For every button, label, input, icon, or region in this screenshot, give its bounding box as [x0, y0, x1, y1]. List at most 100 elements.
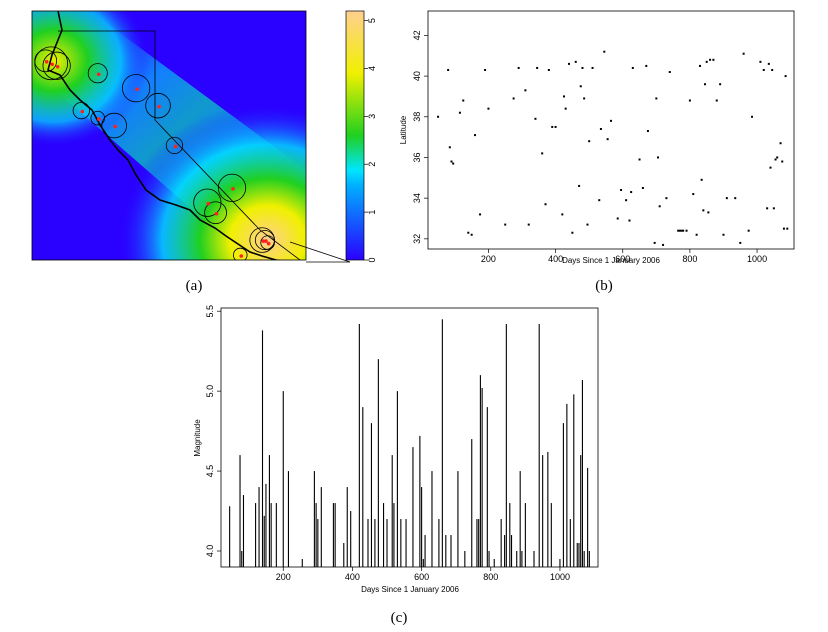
scatter-point — [452, 162, 455, 165]
magnitude-frame — [220, 307, 599, 568]
earthquake-circle — [260, 235, 275, 250]
scatter-point — [658, 205, 661, 208]
earthquake-dots — [44, 60, 271, 258]
magnitude-panel: 200 400 600 800 1000 4.0 4.5 5.0 5.5 Days Since… — [193, 305, 599, 594]
scatter-point — [722, 233, 725, 236]
scatter-point — [704, 83, 707, 86]
earthquake-circle — [165, 136, 184, 155]
scatter-point — [719, 83, 722, 86]
scatter-point — [784, 75, 787, 78]
scatter-point — [462, 99, 465, 102]
colorbar-ticks: 0 1 2 3 4 5 — [364, 18, 377, 263]
magnitude-x-ticks: 200 400 600 800 1000 — [276, 567, 570, 582]
scatter-point — [678, 229, 681, 232]
scatter-point — [709, 58, 712, 61]
earthquake-circle — [72, 101, 90, 120]
scatter-point — [583, 97, 586, 100]
scatter-x-ticks: 200 400 600 800 1000 — [481, 249, 767, 264]
y-tick-label: 32 — [412, 234, 422, 244]
scatter-point — [517, 66, 520, 69]
magnitude-spikes — [229, 319, 590, 567]
x-tick-label: 400 — [548, 254, 563, 264]
coastline — [47, 11, 282, 260]
scatter-point — [734, 197, 737, 200]
scatter-point — [504, 223, 507, 226]
x-tick-label: 1000 — [550, 572, 570, 582]
scatter-point — [702, 209, 705, 212]
scatter-point — [474, 134, 477, 137]
earthquake-dot — [50, 62, 54, 67]
x-tick-label: 600 — [615, 254, 630, 264]
y-tick-label: 4.5 — [205, 465, 215, 478]
scatter-point — [680, 229, 683, 232]
earthquake-dot — [157, 104, 161, 109]
x-tick-label: 200 — [481, 254, 496, 264]
scatter-point — [692, 193, 695, 196]
earthquake-dot — [231, 186, 235, 191]
scatter-point — [747, 229, 750, 232]
scatter-point — [625, 199, 628, 202]
scatter-point — [448, 146, 451, 149]
earthquake-dot — [80, 109, 85, 114]
earthquake-dot — [96, 72, 101, 77]
x-tick-label: 800 — [682, 254, 697, 264]
scatter-point — [571, 231, 574, 234]
earthquake-dot — [96, 117, 101, 121]
caption-b: (b) — [595, 278, 613, 294]
scatter-point — [561, 213, 564, 216]
scatter-point — [591, 66, 594, 69]
earthquake-circle — [90, 110, 106, 126]
scatter-point — [568, 62, 571, 65]
scatter-point — [655, 97, 658, 100]
scatter-point — [447, 68, 450, 71]
scatter-point — [782, 227, 785, 230]
y-tick-label: 4.0 — [205, 545, 215, 558]
scatter-point — [541, 152, 544, 155]
scatter-point — [739, 241, 742, 244]
scatter-point — [776, 156, 779, 159]
earthquake-dot — [264, 239, 268, 243]
scatter-point — [610, 119, 612, 122]
scatter-point — [527, 223, 530, 226]
scatter-point — [603, 50, 606, 53]
earthquake-dot — [214, 211, 219, 216]
magnitude-y-ticks: 4.0 4.5 5.0 5.5 — [205, 305, 221, 557]
scatter-point — [512, 97, 515, 100]
scatter-point — [581, 66, 584, 69]
scatter-point — [598, 199, 601, 202]
y-tick-label: 5.5 — [205, 305, 215, 318]
scatter-point — [762, 68, 765, 71]
magnitude-y-label: Magnitude — [193, 419, 202, 457]
x-tick-label: 200 — [276, 572, 291, 582]
scatter-point — [628, 219, 631, 222]
scatter-point — [599, 127, 602, 130]
y-tick-label: 40 — [412, 71, 422, 81]
scatter-point — [484, 68, 487, 71]
caption-a: (a) — [186, 278, 203, 294]
scatter-y-label: Latitude — [399, 115, 408, 144]
earthquake-dot — [266, 241, 271, 246]
y-tick-label: 5.0 — [205, 385, 215, 398]
earthquake-circle — [254, 230, 275, 251]
caption-c: (c) — [391, 610, 408, 626]
scatter-point — [646, 130, 649, 133]
scatter-point — [771, 68, 774, 71]
y-tick-label: 34 — [412, 193, 422, 203]
heatmap-surface — [32, 11, 306, 260]
colorbar-tick-label: 3 — [367, 114, 377, 119]
colorbar-tick-label: 1 — [367, 210, 377, 215]
earthquake-circle — [232, 247, 248, 260]
earthquake-circle — [204, 201, 227, 225]
scatter-point — [579, 85, 582, 88]
x-tick-label: 400 — [345, 572, 360, 582]
earthquake-circle — [217, 173, 247, 202]
scatter-point — [551, 125, 554, 128]
scatter-point — [479, 213, 482, 216]
scatter-point — [705, 60, 708, 63]
scatter-point — [638, 158, 641, 161]
scatter-point — [751, 115, 754, 118]
scatter-point — [707, 211, 710, 214]
scatter-point — [769, 166, 772, 169]
scatter-point — [677, 229, 680, 232]
scatter-point — [725, 197, 728, 200]
